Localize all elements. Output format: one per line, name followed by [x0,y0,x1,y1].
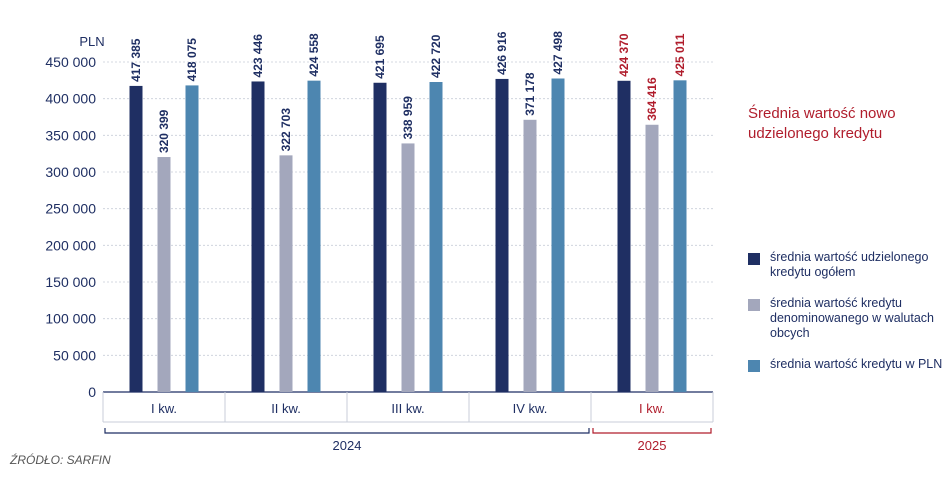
chart-title: Średnia wartość nowo udzielonego kredytu [748,105,896,142]
y-tick-label: 400 000 [45,91,96,107]
y-tick-label: 150 000 [45,274,96,290]
bar [429,82,443,392]
bar [307,80,321,392]
year-label: 2025 [638,438,667,453]
y-tick-label: 200 000 [45,237,96,253]
data-label: 417 385 [129,38,143,82]
data-label: 421 695 [373,35,387,79]
y-tick-label: 350 000 [45,127,96,143]
year-label: 2024 [333,438,362,453]
legend-swatch-pln [748,360,760,372]
legend-item-total: średnia wartość udzielonego kredytu ogół… [748,250,943,280]
bar [617,80,631,392]
data-label: 338 959 [401,96,415,140]
y-axis-unit: PLN [79,34,104,49]
legend-label-pln: średnia wartość kredytu w PLN [770,357,943,371]
legend-swatch-total [748,253,760,265]
data-label: 418 075 [185,38,199,82]
bar [129,85,143,392]
data-label: 424 558 [307,33,321,77]
data-label: 371 178 [523,72,537,116]
bar-chart: 0 50 000 100 000 150 000 200 000 250 000 300 0… [45,31,714,453]
source-note: ŹRÓDŁO: SARFIN [10,453,111,467]
data-label: 425 011 [673,33,687,76]
data-label: 320 399 [157,109,171,153]
y-tick-label: 100 000 [45,311,96,327]
year-bracket [104,428,590,434]
data-label: 364 416 [645,77,659,121]
bar [495,78,509,392]
x-tick-label: IV kw. [513,401,548,416]
x-tick-label: II kw. [271,401,301,416]
y-tick-label: 0 [88,384,96,400]
legend-item-foreign: średnia wartość kredytu denominowanego w… [748,296,943,341]
data-label: 424 370 [617,33,631,77]
bar [251,81,265,392]
bar [373,82,387,392]
legend-label-total: średnia wartość udzielonego kredytu ogół… [770,250,929,279]
bar [401,143,415,392]
y-tick-label: 50 000 [53,347,96,363]
x-tick-label: I kw. [639,401,665,416]
bar [185,85,199,392]
legend-item-pln: średnia wartość kredytu w PLN [748,357,943,372]
year-bracket [592,428,712,434]
bar [673,80,687,393]
legend-label-foreign: średnia wartość kredytu denominowanego w… [770,296,934,340]
y-tick-label: 300 000 [45,164,96,180]
x-tick-label: I kw. [151,401,177,416]
bar [523,119,537,393]
bar [157,157,171,392]
legend-swatch-foreign [748,299,760,311]
data-label: 426 916 [495,31,509,75]
data-label: 423 446 [251,34,265,78]
data-label: 427 498 [551,31,565,75]
data-label: 422 720 [429,34,443,78]
bar [645,124,659,392]
legend: średnia wartość udzielonego kredytu ogół… [748,250,943,388]
x-tick-label: III kw. [391,401,424,416]
y-tick-label: 450 000 [45,54,96,70]
bar [551,78,565,392]
bar [279,155,293,392]
y-tick-label: 250 000 [45,201,96,217]
data-label: 322 703 [279,108,293,152]
